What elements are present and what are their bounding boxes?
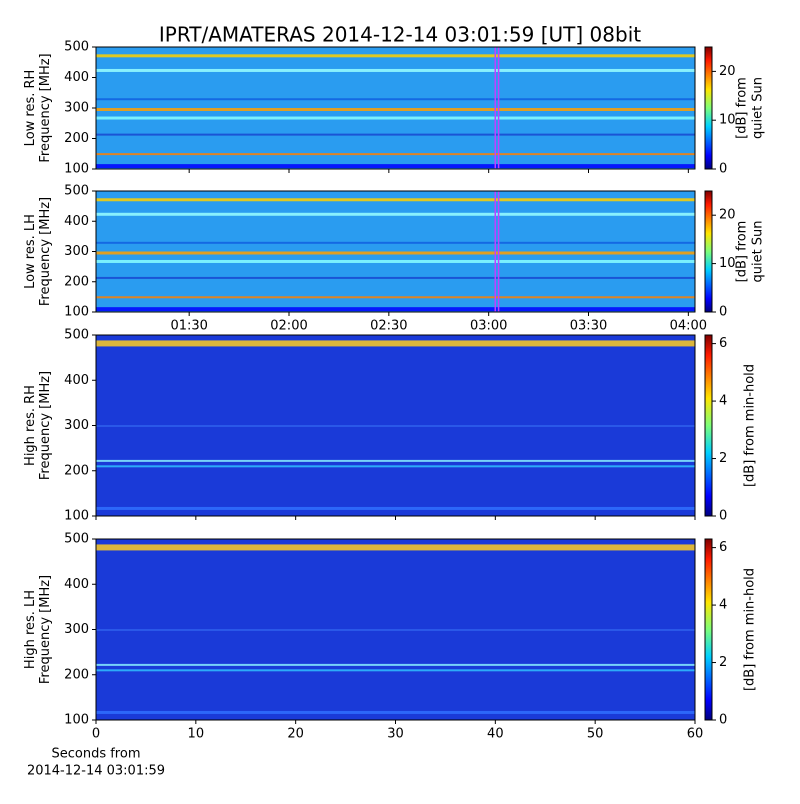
y-tick-label: 300 [64, 622, 89, 637]
x-tick-label: 10 [188, 727, 205, 742]
x-tick-label: 02:30 [370, 319, 407, 334]
y-tick-label: 300 [64, 101, 89, 116]
y-tick-label: 400 [64, 577, 89, 592]
y-tick-label: 500 [64, 328, 89, 343]
colorbar-tick-label: 4 [719, 394, 727, 409]
spectrogram-band [96, 241, 695, 244]
spectrogram-band [96, 465, 695, 468]
colorbar [704, 46, 713, 170]
colorbar-tick-label: 10 [719, 256, 736, 271]
colorbar-tick-label: 20 [719, 64, 736, 79]
x-tick-label: 20 [287, 727, 304, 742]
spectrogram-band [96, 296, 695, 299]
spectrogram-band [96, 425, 695, 427]
colorbar-tick-label: 0 [719, 509, 727, 524]
colorbar [704, 538, 713, 721]
spectrogram-band [96, 663, 695, 666]
colorbar-tick-label: 4 [719, 598, 727, 613]
colorbar-label: quiet Sun [751, 220, 766, 282]
figure-title: IPRT/AMATERAS 2014-12-14 03:01:59 [UT] 0… [159, 23, 641, 47]
colorbar-tick-label: 0 [719, 305, 727, 320]
spectrogram-band [96, 669, 695, 672]
spectrogram-band [96, 340, 695, 347]
y-tick-label: 300 [64, 418, 89, 433]
spectrogram-band [96, 276, 695, 279]
colorbar-label: quiet Sun [751, 77, 766, 139]
colorbar-label: [dB] from [735, 221, 750, 283]
y-axis-label: Frequency [MHz] [38, 197, 53, 306]
y-tick-label: 100 [64, 509, 89, 524]
spectrogram-band [96, 108, 695, 111]
x-tick-label: 04:00 [670, 319, 707, 334]
spectrogram-band [96, 212, 695, 216]
spectrogram-band [96, 259, 695, 263]
y-axis-label: Frequency [MHz] [38, 371, 53, 480]
spectrogram-band [96, 54, 695, 58]
y-tick-label: 100 [64, 162, 89, 177]
y-axis-label: Frequency [MHz] [38, 53, 53, 162]
spectrogram-band [96, 506, 695, 510]
colorbar-tick-label: 10 [719, 113, 736, 128]
y-tick-label: 100 [64, 713, 89, 728]
colorbar-tick-label: 6 [719, 336, 727, 351]
spectrogram-band [96, 153, 695, 156]
y-tick-label: 500 [64, 40, 89, 55]
x-tick-label: 01:30 [170, 319, 207, 334]
spectrogram-band [96, 133, 695, 136]
colorbar-tick-label: 0 [719, 713, 727, 728]
spectrogram-band [96, 68, 695, 72]
x-tick-label: 50 [587, 727, 604, 742]
y-tick-label: 400 [64, 214, 89, 229]
spectrogram-band [96, 98, 695, 101]
colorbar [704, 334, 713, 517]
y-tick-label: 200 [64, 274, 89, 289]
y-tick-label: 400 [64, 373, 89, 388]
x-tick-label: 03:30 [570, 319, 607, 334]
x-tick-label: 30 [387, 727, 404, 742]
colorbar [704, 190, 713, 313]
x-axis-label: Seconds from [51, 747, 140, 762]
y-axis-label: Frequency [MHz] [38, 575, 53, 684]
y-tick-label: 200 [64, 667, 89, 682]
x-tick-label: 60 [687, 727, 704, 742]
y-tick-label: 300 [64, 244, 89, 259]
y-tick-label: 100 [64, 305, 89, 320]
y-tick-label: 200 [64, 131, 89, 146]
y-tick-label: 500 [64, 184, 89, 199]
colorbar-tick-label: 2 [719, 655, 727, 670]
spectrogram-band [96, 116, 695, 120]
y-tick-label: 400 [64, 70, 89, 85]
colorbar-label: [dB] from [735, 77, 750, 139]
spectrogram-band [96, 164, 695, 169]
colorbar-label: [dB] from min-hold [743, 568, 758, 691]
spectrogram-band [96, 629, 695, 631]
spectrogram-band [96, 198, 695, 202]
x-axis-label: 2014-12-14 03:01:59 [27, 764, 165, 779]
spectrogram-band [96, 307, 695, 312]
colorbar-tick-label: 6 [719, 540, 727, 555]
x-tick-label: 40 [487, 727, 504, 742]
y-axis-label: High res. LH [23, 590, 38, 669]
colorbar-tick-label: 20 [719, 208, 736, 223]
colorbar-label: [dB] from min-hold [743, 364, 758, 487]
x-tick-label: 03:00 [470, 319, 507, 334]
colorbar-tick-label: 0 [719, 162, 727, 177]
y-tick-label: 200 [64, 463, 89, 478]
x-tick-label: 02:00 [270, 319, 307, 334]
y-axis-label: Low res. RH [23, 70, 38, 147]
spectrogram-band [96, 459, 695, 462]
y-tick-label: 500 [64, 532, 89, 547]
colorbar-tick-label: 2 [719, 451, 727, 466]
spectrogram-band [96, 710, 695, 714]
y-axis-label: High res. RH [23, 385, 38, 466]
spectrogram-band [96, 251, 695, 255]
x-tick-label: 0 [92, 727, 100, 742]
y-axis-label: Low res. LH [23, 214, 38, 289]
spectrogram-band [96, 544, 695, 551]
